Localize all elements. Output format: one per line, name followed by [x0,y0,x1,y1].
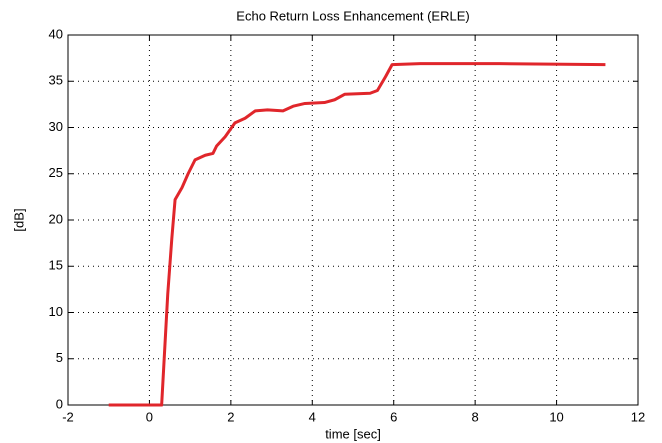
y-tick-label: 40 [49,26,63,41]
y-tick-label: 15 [49,258,63,273]
y-tick-label: 5 [56,350,63,365]
y-tick-label: 30 [49,119,63,134]
chart-title: Echo Return Loss Enhancement (ERLE) [236,8,469,23]
x-tick-label: 10 [549,409,563,424]
x-tick-label: 0 [146,409,153,424]
y-tick-label: 0 [56,396,63,411]
x-tick-label: 8 [472,409,479,424]
y-axis-label: [dB] [11,208,26,231]
x-tick-label: -2 [62,409,74,424]
y-tick-label: 35 [49,73,63,88]
y-tick-label: 20 [49,211,63,226]
y-tick-label: 25 [49,165,63,180]
x-tick-label: 6 [390,409,397,424]
data-line [108,62,606,407]
x-tick-label: 12 [631,409,645,424]
x-axis-label: time [sec] [325,426,381,441]
plot-frame [67,34,639,406]
x-tick-label: 4 [309,409,316,424]
y-tick-label: 10 [49,304,63,319]
x-tick-label: 2 [227,409,234,424]
